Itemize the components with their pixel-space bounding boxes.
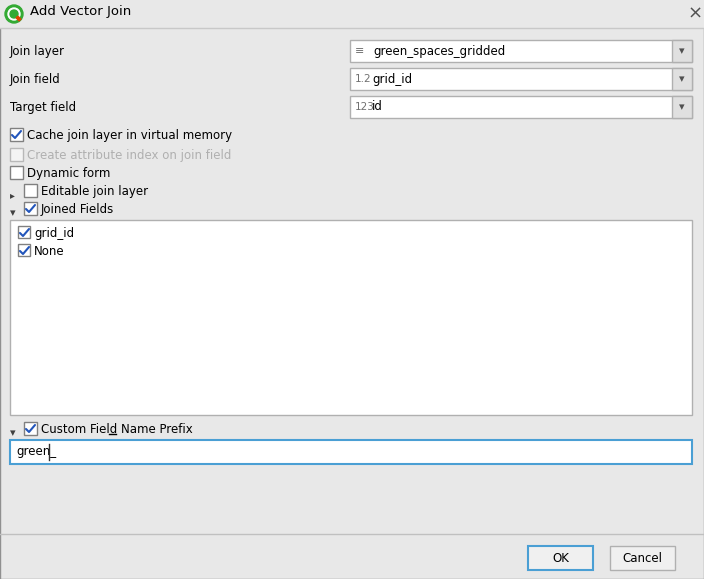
Bar (24, 184, 37, 197)
Text: grid_id: grid_id (34, 227, 74, 240)
Circle shape (5, 5, 23, 23)
Text: Join field: Join field (10, 72, 61, 86)
Bar (10, 220, 692, 415)
Text: Joined Fields: Joined Fields (41, 203, 114, 216)
Text: green_: green_ (16, 445, 56, 459)
Bar (18, 226, 30, 238)
Bar (24, 422, 37, 435)
Bar (610, 546, 675, 570)
Bar (10, 166, 23, 179)
Bar (10, 148, 23, 161)
Bar (18, 244, 30, 256)
Text: Cache join layer in virtual memory: Cache join layer in virtual memory (27, 129, 232, 142)
Bar (672, 40, 692, 62)
Text: ≡: ≡ (355, 46, 365, 56)
Text: 123: 123 (355, 102, 375, 112)
Bar (528, 546, 593, 570)
Text: ▾: ▾ (10, 208, 15, 218)
Bar (10, 128, 23, 141)
Text: Create attribute index on join field: Create attribute index on join field (27, 149, 232, 162)
Text: ×: × (688, 5, 703, 23)
Text: ▾: ▾ (679, 102, 685, 112)
Circle shape (10, 10, 18, 18)
Bar (672, 96, 692, 118)
Text: None: None (34, 245, 65, 258)
Bar (0, 0, 704, 28)
Bar (10, 440, 692, 464)
Text: Add Vector Join: Add Vector Join (30, 5, 131, 18)
Text: id: id (372, 101, 383, 113)
Text: Cancel: Cancel (622, 552, 662, 565)
Bar (350, 40, 692, 62)
Text: Editable join layer: Editable join layer (41, 185, 148, 198)
Text: Target field: Target field (10, 101, 76, 113)
Text: ▾: ▾ (679, 74, 685, 84)
Text: Join layer: Join layer (10, 45, 65, 57)
Bar (24, 202, 37, 215)
Text: Dynamic form: Dynamic form (27, 167, 111, 180)
FancyArrow shape (16, 16, 21, 21)
Text: grid_id: grid_id (372, 72, 412, 86)
Text: ▾: ▾ (679, 46, 685, 56)
Text: ▸: ▸ (10, 190, 15, 200)
Bar (350, 96, 692, 118)
Bar (350, 68, 692, 90)
Bar (672, 68, 692, 90)
Circle shape (8, 8, 20, 20)
Text: Custom Field Name Prefix: Custom Field Name Prefix (41, 423, 193, 436)
Text: ▾: ▾ (10, 428, 15, 438)
Text: green_spaces_gridded: green_spaces_gridded (373, 45, 505, 57)
Text: OK: OK (552, 552, 569, 565)
Text: 1.2: 1.2 (355, 74, 372, 84)
